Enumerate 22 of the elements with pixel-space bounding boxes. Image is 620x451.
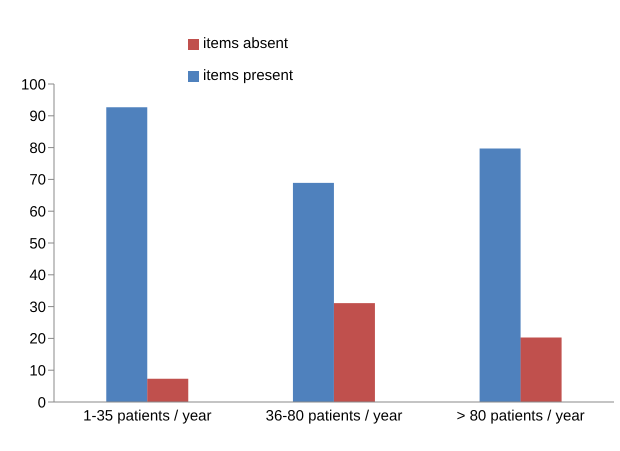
- x-tick-label: 1-35 patients / year: [83, 408, 212, 425]
- y-tick-label: 100: [20, 76, 46, 94]
- y-tick-label: 10: [29, 362, 46, 380]
- y-tick-label: 50: [29, 235, 46, 252]
- y-tick-label: 70: [29, 172, 46, 189]
- legend-label: items absent: [203, 35, 288, 52]
- y-tick-label: 40: [29, 267, 46, 284]
- bar: [480, 148, 521, 402]
- bar: [334, 303, 375, 402]
- bar: [106, 107, 148, 402]
- y-tick-label: 30: [29, 298, 46, 316]
- y-tick-label: 80: [29, 140, 46, 157]
- bar: [292, 182, 334, 402]
- y-tick-label: 0: [38, 394, 46, 412]
- bar: [520, 337, 562, 402]
- legend-label: items present: [203, 67, 294, 84]
- y-tick-label: 90: [29, 108, 46, 126]
- x-tick-label: 36-80 patients / year: [266, 408, 402, 425]
- x-tick-label: > 80 patients / year: [456, 408, 585, 425]
- y-tick-label: 20: [29, 330, 46, 348]
- y-tick-label: 60: [29, 204, 46, 221]
- bar: [147, 378, 188, 402]
